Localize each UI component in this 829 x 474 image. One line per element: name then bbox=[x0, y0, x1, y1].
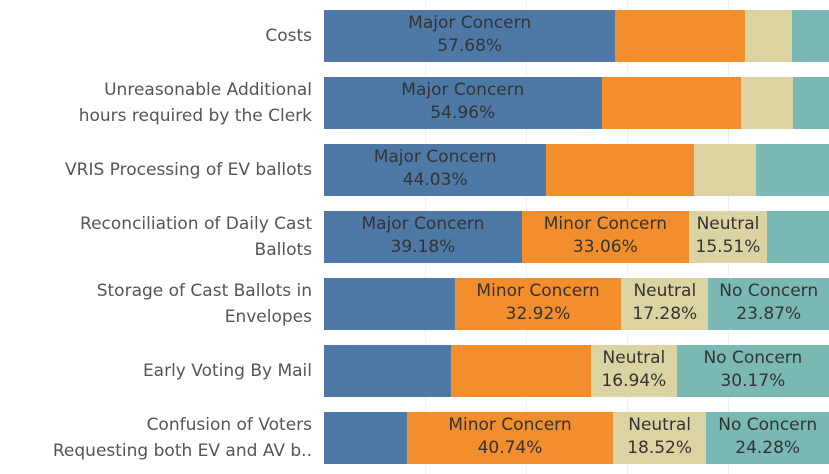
bar-segment bbox=[745, 9, 793, 62]
value-label: 17.28% bbox=[632, 303, 698, 324]
segment-name: Major Concern bbox=[408, 12, 532, 33]
segment-name: Major Concern bbox=[401, 79, 525, 100]
bar-segment bbox=[324, 277, 455, 330]
value-label: 40.74% bbox=[477, 437, 543, 458]
bar-segment bbox=[324, 411, 408, 464]
bar-segment bbox=[621, 277, 709, 330]
bar-segment bbox=[792, 9, 829, 62]
segment-name: No Concern bbox=[703, 347, 803, 368]
category-label: Confusion of Voters Requesting both EV a… bbox=[52, 414, 312, 461]
value-label: 57.68% bbox=[437, 35, 503, 56]
segment-name: Neutral bbox=[696, 213, 760, 234]
segment-name: Neutral bbox=[602, 347, 666, 368]
bar-segment bbox=[601, 76, 741, 129]
bar-segment bbox=[612, 411, 707, 464]
bar-segment bbox=[324, 344, 451, 397]
segment-name: No Concern bbox=[719, 280, 819, 301]
category-label: Costs bbox=[265, 25, 312, 46]
bar-segment bbox=[676, 344, 829, 397]
segment-name: Neutral bbox=[628, 414, 691, 435]
value-label: 24.28% bbox=[735, 437, 801, 458]
bar-segment bbox=[694, 143, 756, 196]
value-label: 18.52% bbox=[627, 437, 693, 458]
bar-segment bbox=[407, 411, 613, 464]
bar-segment bbox=[708, 277, 829, 330]
bar-segment bbox=[792, 76, 829, 129]
value-label: 23.87% bbox=[736, 303, 802, 324]
value-label: 15.51% bbox=[695, 236, 761, 257]
segment-name: Minor Concern bbox=[448, 414, 572, 435]
bar-segment bbox=[324, 9, 616, 62]
bar-segment bbox=[706, 411, 829, 464]
bar-segment bbox=[324, 76, 602, 129]
bar-segment bbox=[324, 210, 522, 263]
value-label: 33.06% bbox=[572, 236, 638, 257]
segment-name: Major Concern bbox=[373, 146, 497, 167]
segment-name: No Concern bbox=[718, 414, 818, 435]
bar-segment bbox=[454, 277, 622, 330]
value-label: 44.03% bbox=[402, 169, 468, 190]
bar-segment bbox=[740, 76, 793, 129]
segment-name: Neutral bbox=[633, 280, 697, 301]
bar-segment bbox=[521, 210, 689, 263]
category-label: Early Voting By Mail bbox=[142, 360, 312, 381]
bar-segment bbox=[615, 9, 746, 62]
bar-segment bbox=[591, 344, 677, 397]
bar-segment bbox=[324, 143, 547, 196]
value-label: 54.96% bbox=[430, 102, 496, 123]
value-label: 32.92% bbox=[505, 303, 571, 324]
value-label: 30.17% bbox=[720, 370, 786, 391]
segment-name: Minor Concern bbox=[476, 280, 600, 301]
category-label: VRIS Processing of EV ballots bbox=[65, 159, 312, 180]
category-label: Unreasonable Additional hours required b… bbox=[78, 79, 312, 126]
value-label: 39.18% bbox=[390, 236, 456, 257]
bar-segment bbox=[767, 210, 829, 263]
value-label: 16.94% bbox=[601, 370, 667, 391]
category-label: Reconciliation of Daily Cast Ballots bbox=[80, 213, 312, 260]
bar-segment bbox=[688, 210, 768, 263]
category-label: Storage of Cast Ballots in Envelopes bbox=[96, 280, 312, 327]
bar-segment bbox=[450, 344, 592, 397]
bar-segment bbox=[755, 143, 829, 196]
bar-segment bbox=[546, 143, 695, 196]
segment-name: Minor Concern bbox=[543, 213, 667, 234]
segment-name: Major Concern bbox=[361, 213, 485, 234]
